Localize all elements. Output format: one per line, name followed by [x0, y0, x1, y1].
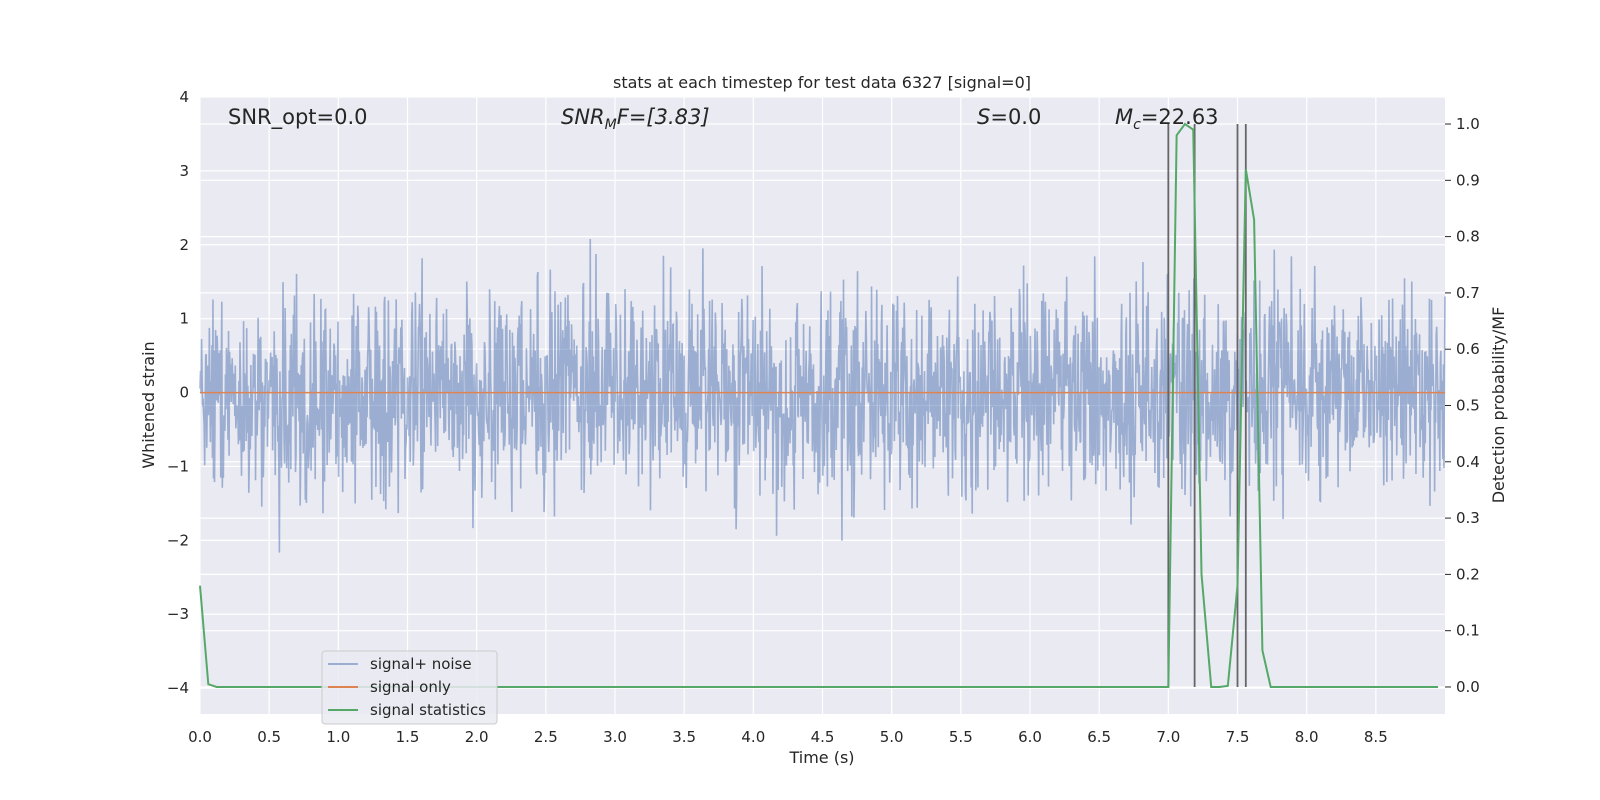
y2-tick-label: 0.8 — [1456, 228, 1480, 246]
x-tick-label: 6.0 — [1018, 728, 1042, 746]
x-tick-label: 2.0 — [465, 728, 489, 746]
y2-tick-label: 0.6 — [1456, 340, 1480, 358]
legend-box — [321, 650, 498, 725]
y-tick-label: 1 — [179, 310, 189, 328]
legend-signal-label: signal only — [370, 678, 451, 696]
x-tick-label: 8.0 — [1295, 728, 1319, 746]
snr-mf-annotation: SNRMF=[3.83] — [561, 105, 710, 133]
x-tick-label: 3.0 — [603, 728, 627, 746]
y-axis-label: Whitened strain — [139, 341, 158, 468]
x-tick-label: 7.5 — [1226, 728, 1250, 746]
y2-tick-label: 0.9 — [1456, 171, 1480, 189]
y-tick-label: 3 — [179, 162, 189, 180]
x-tick-label: 7.0 — [1156, 728, 1180, 746]
y2-axis-ticks: 1.0 0.9 0.8 0.7 0.6 0.5 0.4 0.3 0.2 0.1 0.0 — [1445, 115, 1480, 696]
snr-mf-sub: M — [605, 117, 617, 133]
mc-annotation: Mc=22.63 — [1115, 105, 1219, 133]
s-rest: =0.0 — [990, 105, 1041, 129]
x-tick-label: 5.5 — [949, 728, 973, 746]
y-axis-ticks: 4 3 2 1 0 −1 −2 −3 −4 — [167, 88, 189, 697]
y2-tick-label: 0.1 — [1456, 622, 1480, 640]
x-tick-label: 8.5 — [1364, 728, 1388, 746]
snr-mf-main: SNR — [561, 105, 605, 129]
legend: signal+ noise signal only signal statist… — [321, 650, 498, 725]
mc-rest: =22.63 — [1141, 105, 1219, 129]
chart-title: stats at each timestep for test data 632… — [613, 73, 1031, 92]
y2-tick-label: 0.0 — [1456, 678, 1480, 696]
y2-tick-label: 1.0 — [1456, 115, 1480, 133]
snr-opt-annotation: SNR_opt=0.0 — [228, 105, 368, 130]
legend-stats-label: signal statistics — [370, 701, 486, 719]
x-axis-ticks: 0.0 0.5 1.0 1.5 2.0 2.5 3.0 3.5 4.0 4.5 5.0 5.5 6.0 6… — [188, 728, 1388, 746]
y2-tick-label: 0.7 — [1456, 284, 1480, 302]
x-tick-label: 3.5 — [672, 728, 696, 746]
mc-sub: c — [1133, 117, 1141, 133]
y2-tick-label: 0.3 — [1456, 509, 1480, 527]
x-tick-label: 0.5 — [257, 728, 281, 746]
x-tick-label: 4.0 — [741, 728, 765, 746]
legend-noise-label: signal+ noise — [370, 655, 472, 673]
s-annotation: S=0.0 — [977, 105, 1041, 129]
y-tick-label: −3 — [167, 605, 189, 623]
y-tick-label: 4 — [179, 88, 189, 106]
mc-main: M — [1115, 105, 1133, 129]
x-tick-label: 0.0 — [188, 728, 212, 746]
y2-tick-label: 0.4 — [1456, 453, 1480, 471]
y-tick-label: −1 — [167, 457, 189, 475]
y-tick-label: −2 — [167, 531, 189, 549]
y2-axis-label: Detection probability/MF — [1489, 307, 1508, 504]
x-tick-label: 1.0 — [326, 728, 350, 746]
x-tick-label: 1.5 — [396, 728, 420, 746]
x-tick-label: 6.5 — [1087, 728, 1111, 746]
s-main: S — [977, 105, 990, 129]
x-tick-label: 4.5 — [811, 728, 835, 746]
y2-tick-label: 0.5 — [1456, 397, 1480, 415]
x-tick-label: 5.0 — [880, 728, 904, 746]
y-tick-label: −4 — [167, 679, 189, 697]
x-axis-label: Time (s) — [788, 748, 854, 767]
y-tick-label: 0 — [179, 384, 189, 402]
y2-tick-label: 0.2 — [1456, 565, 1480, 583]
snr-mf-rest: F=[3.83] — [617, 105, 710, 129]
x-tick-label: 2.5 — [534, 728, 558, 746]
y-tick-label: 2 — [179, 236, 189, 254]
